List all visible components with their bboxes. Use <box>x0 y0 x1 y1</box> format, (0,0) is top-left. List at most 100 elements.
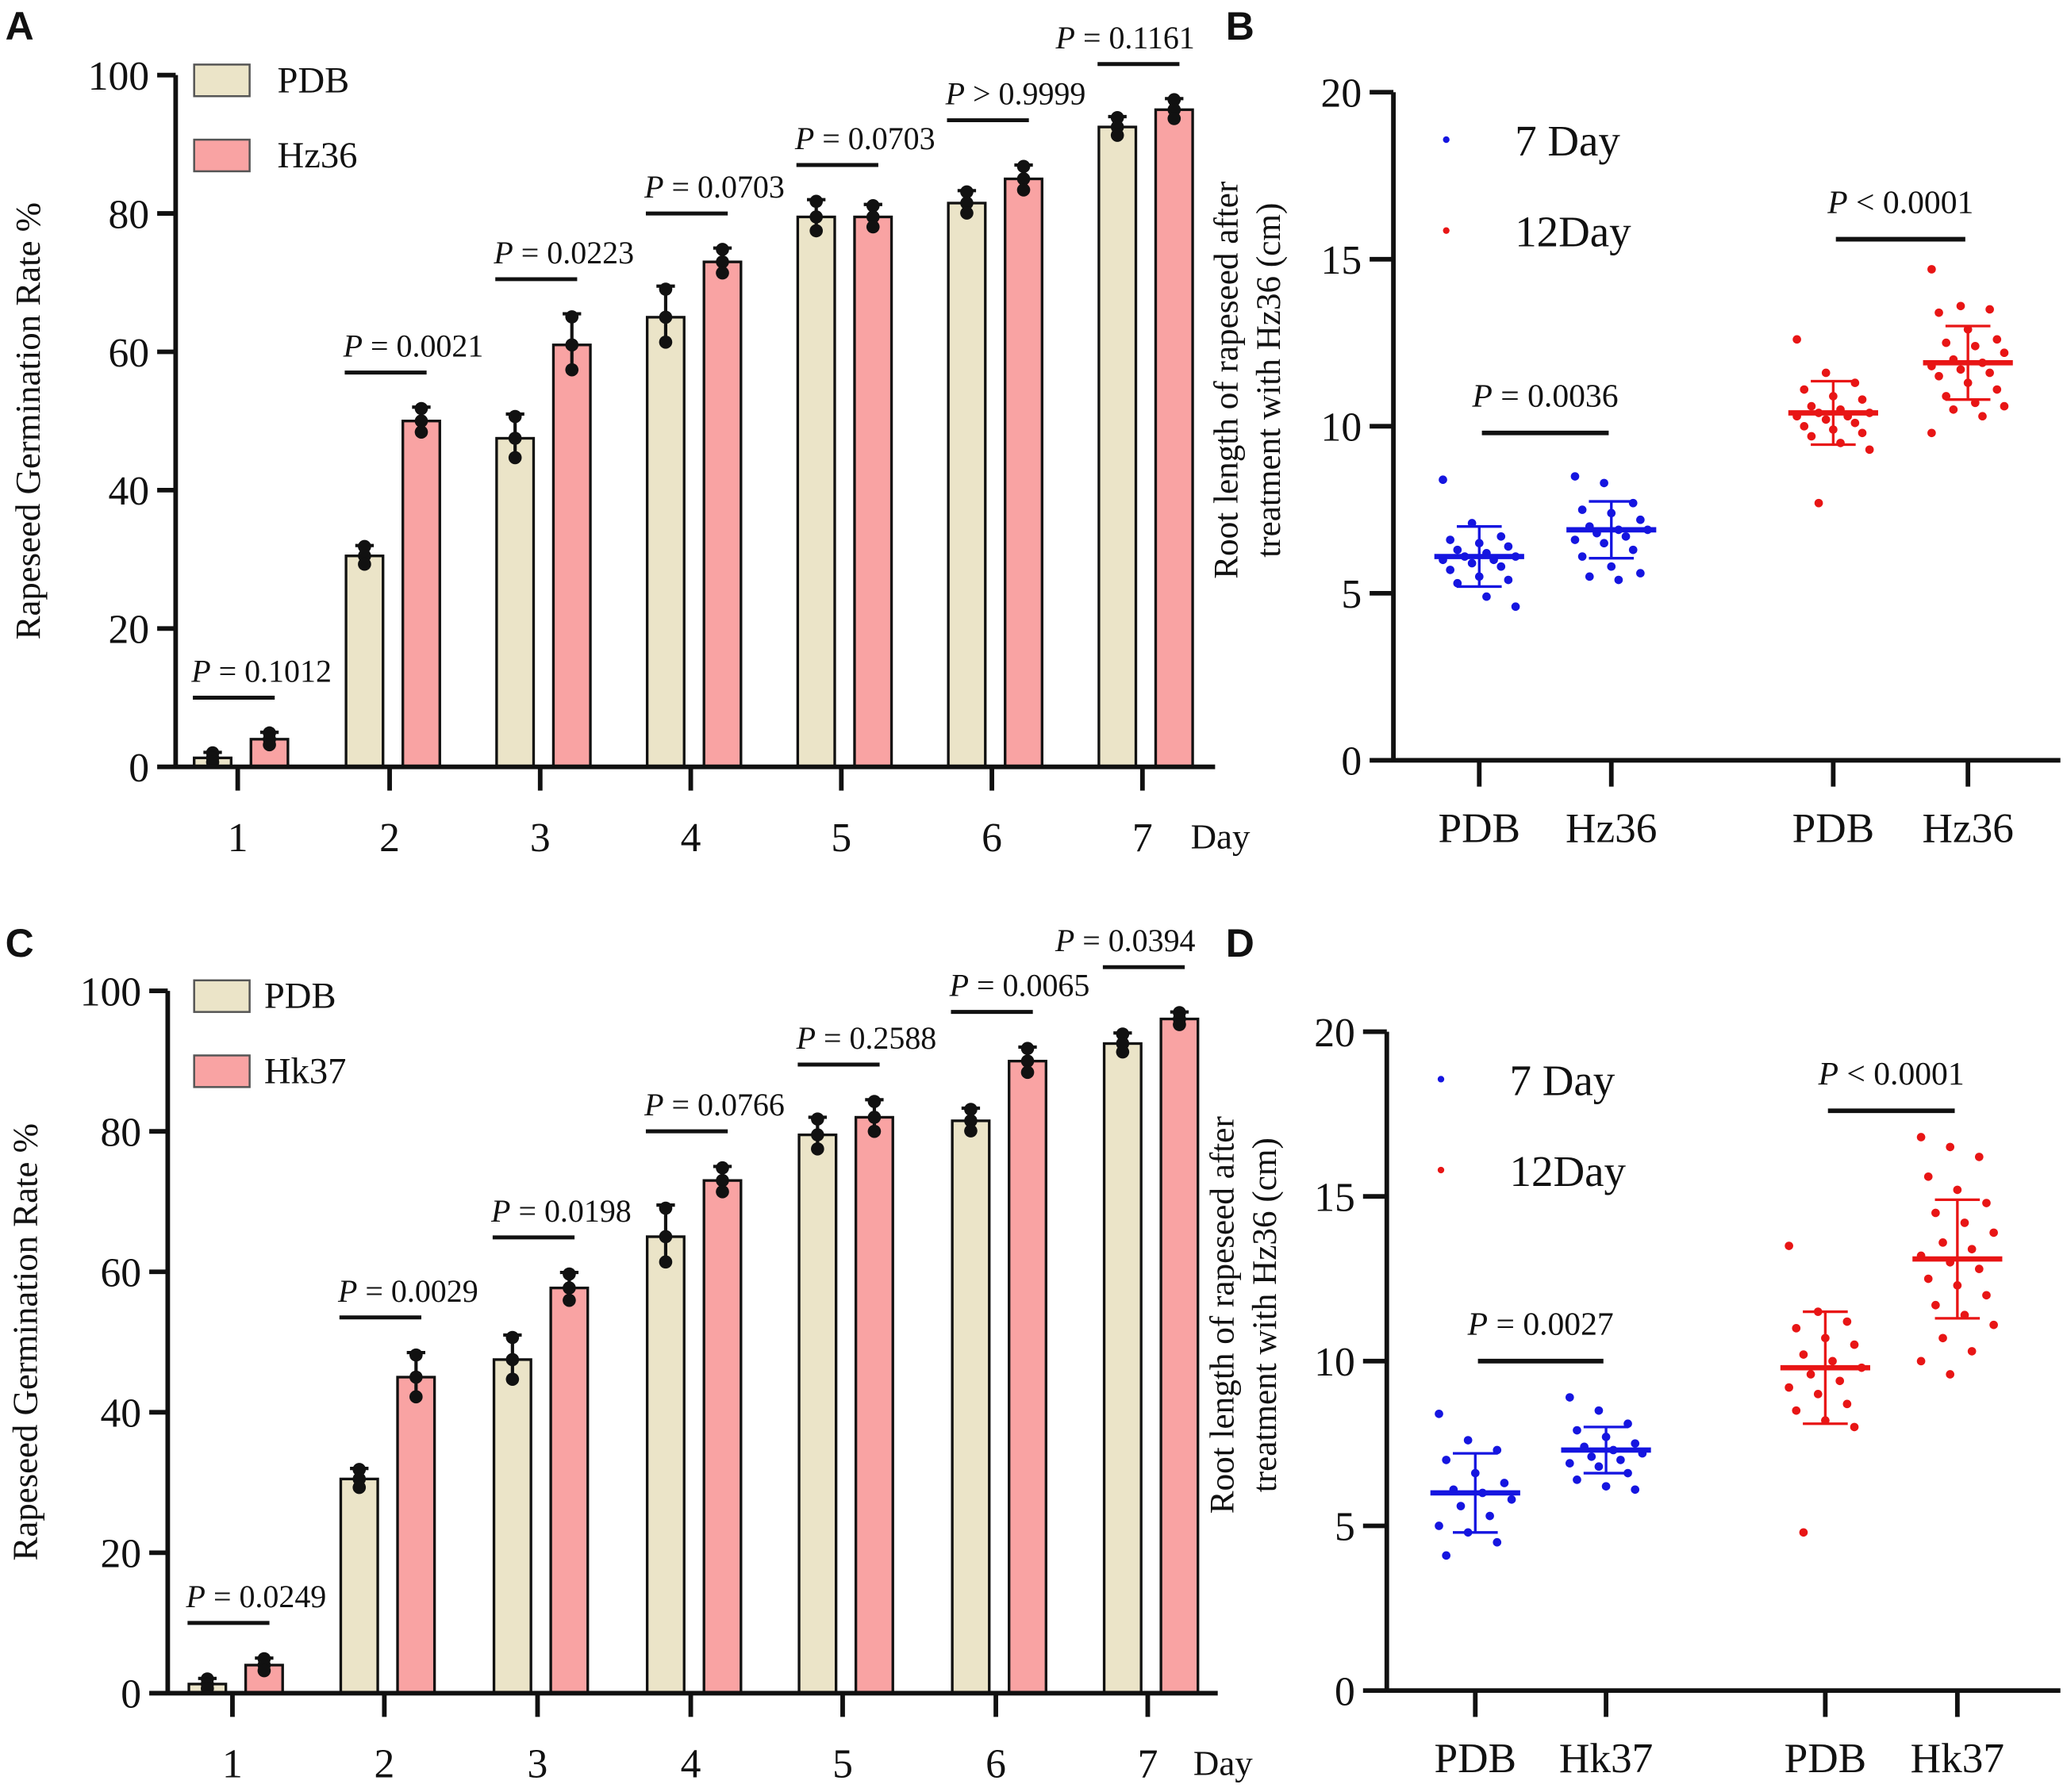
data-point <box>1821 368 1831 378</box>
p-value-label: P = 0.0029 <box>337 1273 478 1309</box>
replicate-point <box>960 196 974 210</box>
data-point <box>1953 1185 1962 1195</box>
data-point <box>1850 1422 1859 1432</box>
replicate-point <box>866 210 880 224</box>
replicate-point <box>659 1201 673 1215</box>
data-point <box>1496 531 1506 541</box>
replicate-point <box>964 1124 978 1138</box>
replicate-point <box>409 1390 423 1404</box>
bar-hz36-day-4 <box>702 260 743 769</box>
x-tick-label: 5 <box>832 1742 853 1787</box>
data-point <box>1927 265 1936 274</box>
replicate-point <box>867 1095 882 1108</box>
legend-label: 12Day <box>1515 208 1631 256</box>
replicate-point <box>414 414 428 428</box>
x-tick-label: PDB <box>1434 1735 1516 1782</box>
replicate-point <box>505 1330 520 1345</box>
replicate-point <box>508 409 522 424</box>
data-point <box>1442 1551 1450 1560</box>
data-point <box>1974 1153 1984 1161</box>
data-point <box>1467 558 1477 568</box>
data-point <box>1938 1238 1947 1247</box>
x-tick-label: Hk37 <box>1911 1735 2004 1782</box>
data-point <box>1453 545 1462 554</box>
bar-hz36-day-3 <box>551 343 592 769</box>
replicate-point <box>716 255 729 269</box>
bar-pdb-day-3 <box>495 436 536 769</box>
y-tick-label: 80 <box>109 192 150 237</box>
data-point <box>1435 1409 1443 1418</box>
data-point <box>1842 1399 1852 1409</box>
y-tick-label: 10 <box>1321 405 1362 451</box>
replicate-point <box>811 1142 824 1156</box>
replicate-point <box>508 451 522 465</box>
bar-pdb-day-6 <box>951 1119 991 1695</box>
data-point <box>1435 1521 1443 1530</box>
data-point <box>1614 575 1623 585</box>
x-tick-label: Hk37 <box>1559 1735 1653 1782</box>
replicate-point <box>409 1370 423 1384</box>
replicate-point <box>505 1372 520 1386</box>
data-point <box>1636 515 1645 524</box>
replicate-point <box>1020 1042 1035 1055</box>
data-point <box>1463 1436 1473 1445</box>
x-axis-label: Day <box>1191 817 1251 857</box>
bar-hz36-day-5 <box>853 215 893 769</box>
y-tick-label: 5 <box>1335 1505 1355 1550</box>
x-tick-label: 7 <box>1138 1742 1158 1787</box>
replicate-point <box>409 1348 423 1362</box>
bar-pdb-day-2 <box>344 554 385 769</box>
bar-hk37-day-2 <box>396 1376 436 1695</box>
data-point <box>1594 1406 1604 1415</box>
data-point <box>1842 1317 1852 1326</box>
legend-label-hz36: Hz36 <box>278 136 358 176</box>
replicate-point <box>1167 93 1181 107</box>
data-point <box>1946 1370 1955 1379</box>
data-point <box>1982 1291 1991 1300</box>
data-point <box>1785 1241 1793 1250</box>
y-axis-label-line: treatment with Hz36 (cm) <box>1246 1138 1284 1492</box>
data-point <box>1631 1485 1640 1495</box>
p-value-label: P = 0.0223 <box>493 235 634 271</box>
data-point <box>1800 422 1809 431</box>
x-tick-label: 7 <box>1132 815 1153 861</box>
replicate-point <box>1110 111 1124 125</box>
bar-pdb-day-5 <box>796 215 836 769</box>
data-point <box>1960 1218 1969 1227</box>
data-point <box>1938 1333 1947 1343</box>
p-value-label: P < 0.0001 <box>1827 183 1973 220</box>
data-point <box>1923 1172 1933 1181</box>
data-point <box>1594 1462 1604 1472</box>
y-tick-label: 20 <box>101 1532 142 1577</box>
legend-label: 7 Day <box>1515 117 1620 165</box>
data-point <box>2000 348 2009 358</box>
replicate-point <box>866 220 880 234</box>
p-value-label: P = 0.0703 <box>644 169 785 205</box>
y-tick-label: 60 <box>109 331 150 376</box>
data-point <box>1850 418 1860 428</box>
y-axis-label: Rapeseed Germination Rate % <box>6 1123 45 1560</box>
p-value-label: P = 0.0036 <box>1471 378 1618 414</box>
data-point <box>1570 472 1580 481</box>
data-point <box>1946 1142 1955 1152</box>
p-value-label: P = 0.1161 <box>1055 20 1195 56</box>
bar-pdb-day-7 <box>1097 125 1138 769</box>
data-point <box>1439 475 1447 485</box>
legend-swatch-hk37 <box>193 1054 251 1088</box>
data-point <box>1600 539 1608 548</box>
data-point <box>1482 592 1491 601</box>
y-tick-label: 100 <box>80 969 141 1015</box>
legend-label-pdb: PDB <box>264 977 336 1017</box>
p-value-label: P = 0.1012 <box>190 654 332 689</box>
data-point <box>1456 1502 1466 1510</box>
legend-dot <box>1443 136 1450 144</box>
replicate-point <box>1173 1018 1186 1031</box>
data-point <box>1799 1350 1808 1359</box>
replicate-point <box>811 1112 824 1126</box>
x-tick-label: 6 <box>982 815 1002 861</box>
data-point <box>1858 395 1867 404</box>
replicate-point <box>1116 1045 1130 1059</box>
bar-hk37-day-4 <box>702 1179 743 1695</box>
data-point <box>1446 566 1454 574</box>
replicate-point <box>1110 129 1124 142</box>
